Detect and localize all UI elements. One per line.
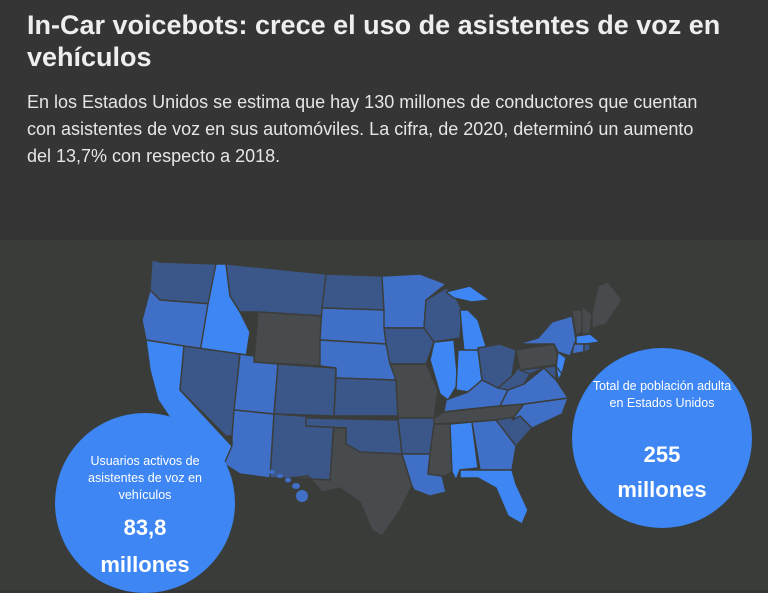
state-nevada [179,345,241,437]
state-maryland [519,365,557,381]
state-massachusetts [575,333,601,345]
active-users-bubble: Usuarios activos de asistentes de voz en… [55,413,235,593]
state-wyoming [253,311,323,367]
state-utah [233,353,279,415]
state-hawaii [269,470,308,502]
state-south-dakota [319,307,387,345]
state-maine [591,281,623,329]
state-texas [289,427,413,537]
state-washington [149,259,217,305]
adult-population-value: 255 [643,442,681,467]
active-users-unit: millones [100,552,190,577]
state-iowa [383,327,435,365]
adult-population-bubble: Total de población adulta en Estados Uni… [572,348,752,528]
state-missouri [389,363,439,419]
active-users-label: Usuarios activos de asistentes de voz en… [88,454,202,502]
state-connecticut [571,343,585,355]
header: In-Car voicebots: crece el uso de asiste… [0,0,768,240]
state-new-hampshire [581,305,593,335]
state-colorado [273,363,337,417]
state-kansas [333,377,399,417]
state-florida [459,469,529,525]
state-delaware [555,365,563,381]
adult-population-unit: millones [617,477,707,502]
state-north-dakota [321,273,385,311]
state-rhode-island [583,343,591,353]
adult-population-label: Total de población adulta en Estados Uni… [592,379,732,410]
us-map [141,259,623,537]
state-montana [225,263,327,317]
active-users-value: 83,8 [123,515,167,540]
page-title: In-Car voicebots: crece el uso de asiste… [27,10,721,72]
state-arkansas [397,417,435,455]
page-description: En los Estados Unidos se estima que hay … [27,92,698,166]
